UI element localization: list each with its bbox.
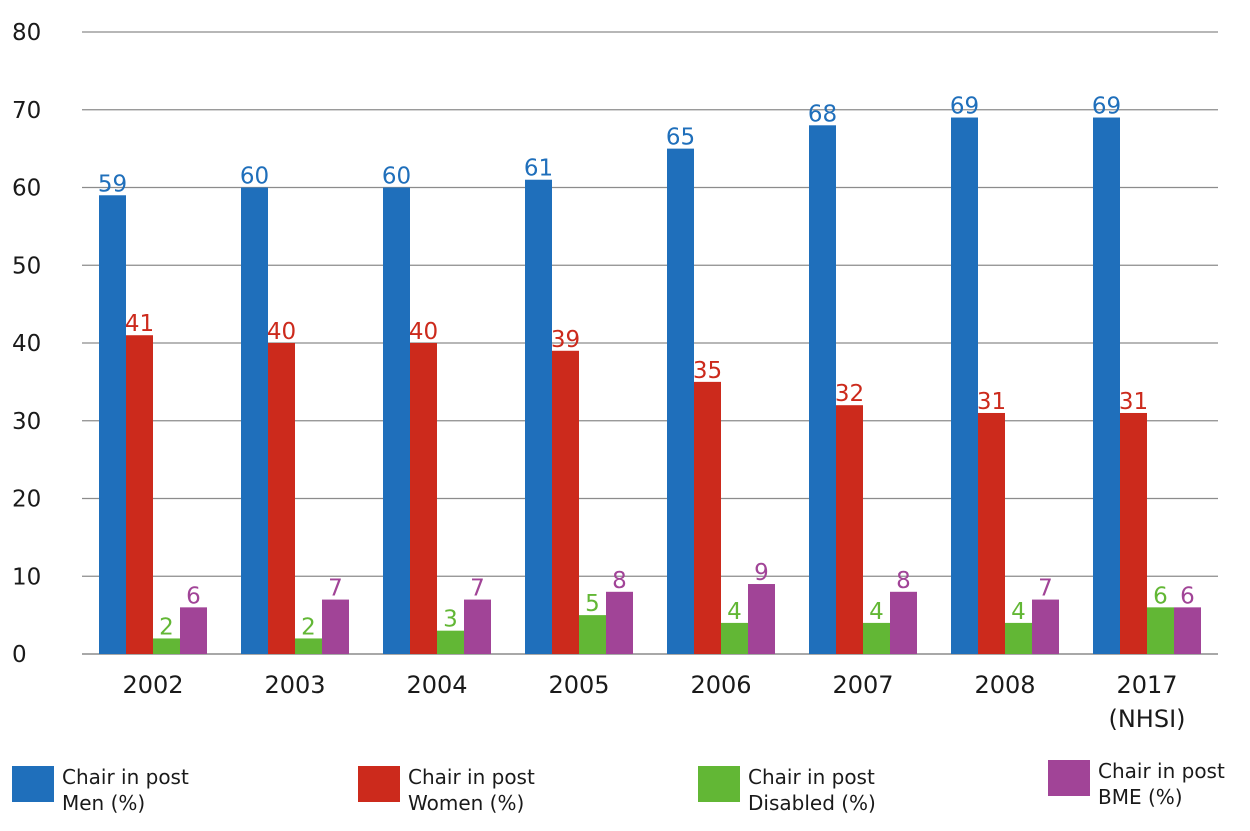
bar-women-6	[978, 412, 1005, 654]
bar-bme-7	[1174, 607, 1201, 654]
data-label: 8	[612, 568, 627, 594]
y-tick-label: 80	[12, 20, 41, 46]
bar-disabled-7	[1147, 607, 1174, 654]
data-label: 6	[1180, 583, 1195, 609]
data-label: 69	[950, 94, 979, 120]
legend-item-disabled: Chair in post Disabled (%)	[698, 765, 876, 816]
bar-disabled-4	[721, 622, 748, 654]
y-tick-label: 30	[12, 409, 41, 435]
data-label: 65	[666, 125, 695, 151]
legend-item-men: Chair in post Men (%)	[12, 765, 189, 816]
x-axis: 2002 2003 2004 2005 2006 2007 2008 2017 (NHSI)	[122, 671, 1185, 733]
y-tick-label: 40	[12, 331, 41, 357]
bar-women-1	[268, 343, 295, 654]
data-label: 2	[159, 614, 174, 640]
bar-men-2	[383, 187, 410, 654]
x-tick-label: 2002	[122, 671, 183, 699]
x-tick-label: 2008	[974, 671, 1035, 699]
legend-item-women: Chair in post Women (%)	[358, 765, 535, 816]
bar-bme-1	[322, 599, 349, 654]
data-label: 40	[267, 319, 296, 345]
data-label: 4	[727, 599, 742, 625]
bar-bme-5	[890, 591, 917, 654]
bar-women-4	[694, 381, 721, 654]
data-label: 2	[301, 614, 316, 640]
data-label: 7	[1038, 576, 1053, 602]
x-tick-label: 2004	[406, 671, 467, 699]
data-label: 40	[409, 319, 438, 345]
data-label: 4	[1011, 599, 1026, 625]
bar-women-3	[552, 350, 579, 654]
legend-label: Chair in post Disabled (%)	[748, 765, 876, 815]
bar-men-3	[525, 179, 552, 654]
legend-swatch	[698, 766, 740, 802]
data-label: 39	[551, 327, 580, 353]
bar-men-0	[99, 195, 126, 654]
x-tick-label: 2006	[690, 671, 751, 699]
data-label: 7	[328, 576, 343, 602]
bar-disabled-0	[153, 638, 180, 654]
data-label: 5	[585, 591, 600, 617]
bar-women-7	[1120, 412, 1147, 654]
bar-men-4	[667, 148, 694, 654]
legend-label: Chair in post Men (%)	[62, 765, 189, 815]
bar-bme-6	[1032, 599, 1059, 654]
bar-disabled-3	[579, 615, 606, 654]
bar-disabled-6	[1005, 622, 1032, 654]
data-label: 60	[382, 164, 411, 190]
bar-disabled-2	[437, 630, 464, 654]
bar-women-5	[836, 405, 863, 654]
bar-men-7	[1093, 117, 1120, 654]
x-tick-label: 2005	[548, 671, 609, 699]
data-label: 60	[240, 164, 269, 190]
bar-bme-2	[464, 599, 491, 654]
legend-swatch	[12, 766, 54, 802]
bar-women-2	[410, 343, 437, 654]
data-label: 31	[1119, 389, 1148, 415]
bar-bme-4	[748, 584, 775, 654]
bar-disabled-5	[863, 622, 890, 654]
data-label: 6	[186, 583, 201, 609]
legend-swatch	[358, 766, 400, 802]
data-label: 31	[977, 389, 1006, 415]
bar-disabled-1	[295, 638, 322, 654]
data-label: 9	[754, 560, 769, 586]
data-label: 68	[808, 101, 837, 127]
y-tick-label: 60	[12, 176, 41, 202]
data-label: 4	[869, 599, 884, 625]
data-label: 35	[693, 358, 722, 384]
bars	[99, 117, 1201, 655]
data-label: 7	[470, 576, 485, 602]
x-tick-label: 2017 (NHSI)	[1108, 671, 1185, 733]
legend-swatch	[1048, 760, 1090, 796]
data-label: 32	[835, 381, 864, 407]
y-tick-label: 20	[12, 487, 41, 513]
y-tick-label: 0	[12, 642, 27, 668]
bar-women-0	[126, 335, 153, 654]
legend-label: Chair in post BME (%)	[1098, 759, 1225, 809]
bar-men-6	[951, 117, 978, 654]
legend-label: Chair in post Women (%)	[408, 765, 535, 815]
legend-item-bme: Chair in post BME (%)	[1048, 759, 1225, 810]
data-label: 69	[1092, 94, 1121, 120]
x-tick-label: 2007	[832, 671, 893, 699]
data-label: 6	[1153, 583, 1168, 609]
y-axis: 0 10 20 30 40 50 60 70 80	[12, 20, 41, 668]
data-label: 61	[524, 156, 553, 182]
y-tick-label: 50	[12, 253, 41, 279]
y-tick-label: 10	[12, 564, 41, 590]
x-tick-label: 2003	[264, 671, 325, 699]
bar-bme-3	[606, 591, 633, 654]
bar-men-1	[241, 187, 268, 654]
data-label: 3	[443, 607, 458, 633]
data-label: 59	[98, 171, 127, 197]
bar-men-5	[809, 125, 836, 655]
data-label: 41	[125, 311, 154, 337]
data-labels: 5941266040276040376139586535496832486931…	[98, 94, 1195, 641]
data-label: 8	[896, 568, 911, 594]
y-tick-label: 70	[12, 98, 41, 124]
bar-bme-0	[180, 607, 207, 654]
